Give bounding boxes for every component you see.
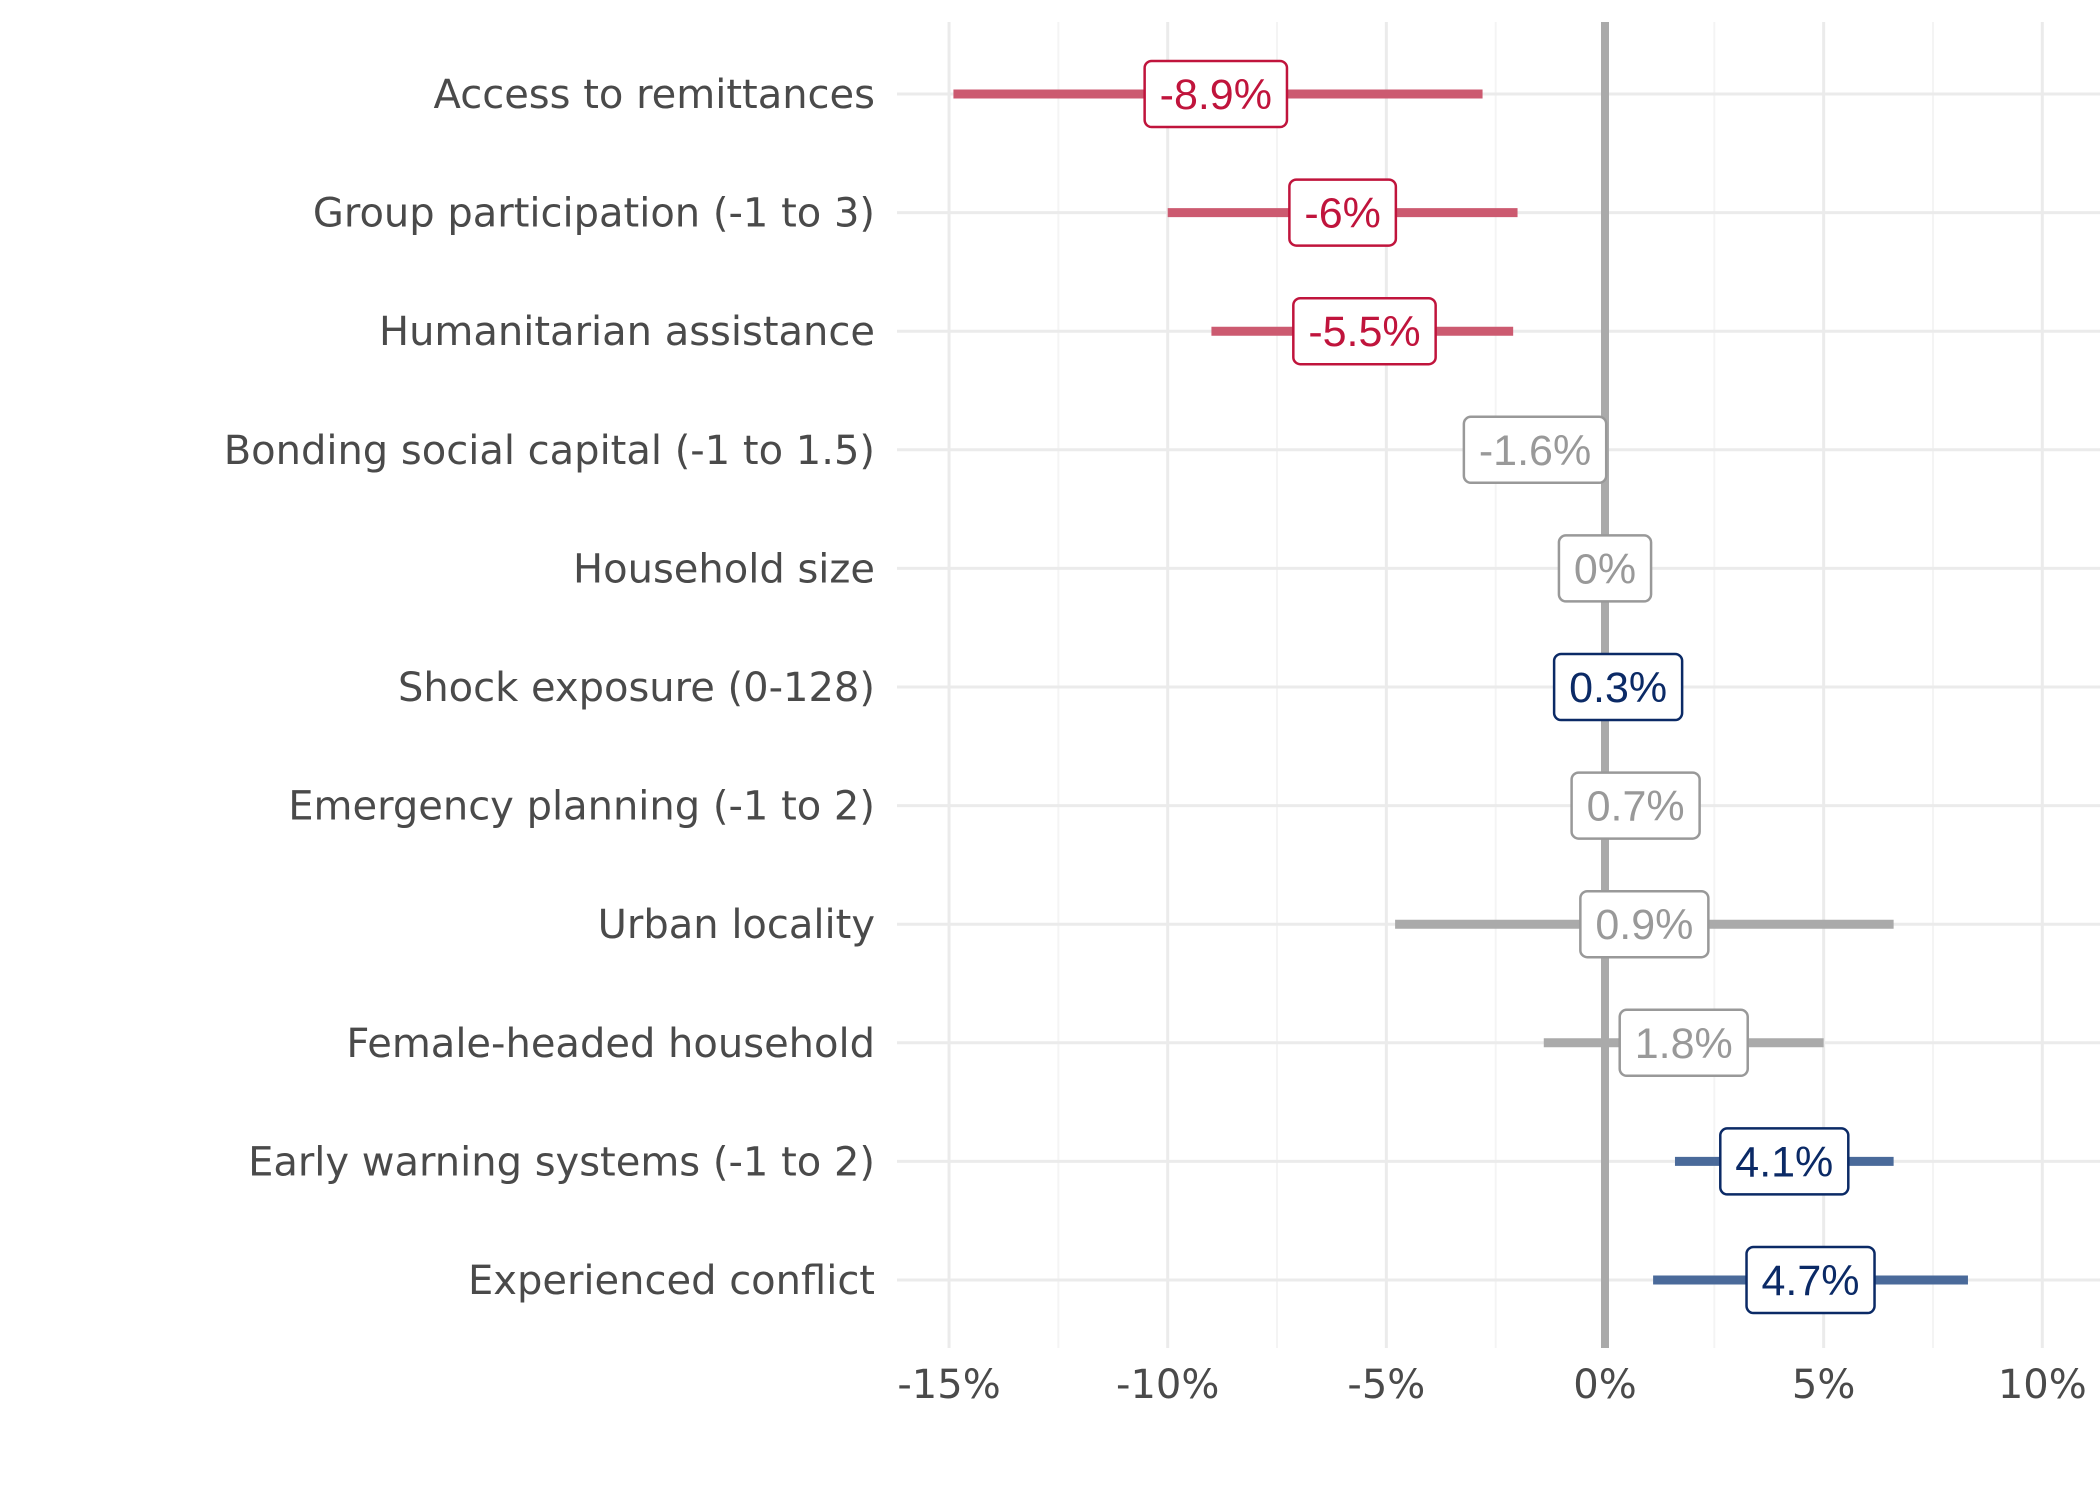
category-label: Access to remittances (434, 72, 875, 118)
estimate-label-box (1288, 178, 1398, 247)
estimate-label: -6% (1304, 190, 1380, 238)
estimate-label: 0.7% (1587, 783, 1685, 831)
x-tick-label: 5% (1792, 1362, 1855, 1408)
estimate-label: 1.8% (1635, 1020, 1733, 1068)
category-labels-layer: Access to remittances Group participation… (224, 72, 875, 1304)
estimate-label-box (1292, 296, 1437, 366)
estimate-labels-layer: -8.9% -6% -5.5% -1.6% 0% 0.3% 0.7% 0.9% 1.8% 4.1%… (1143, 59, 1876, 1315)
category-label: Household size (573, 546, 875, 592)
estimate-label: 0% (1574, 545, 1636, 593)
estimate-label-box (1618, 1008, 1749, 1078)
category-label: Female-headed household (346, 1021, 875, 1067)
estimate-label: 4.1% (1735, 1138, 1833, 1186)
estimate-label-box (1745, 1245, 1876, 1315)
estimate-label: 0.9% (1595, 901, 1693, 949)
estimate-label-box (1719, 1127, 1850, 1196)
estimate-label-box (1557, 534, 1653, 603)
estimate-label: 4.7% (1762, 1257, 1860, 1305)
x-tick-label: 10% (1998, 1362, 2087, 1408)
estimate-label-box (1462, 415, 1608, 485)
category-label: Bonding social capital (-1 to 1.5) (224, 428, 875, 474)
category-label: Shock exposure (0-128) (398, 665, 875, 711)
estimate-label: -5.5% (1308, 308, 1420, 356)
estimate-label-box (1570, 771, 1701, 840)
category-label: Emergency planning (-1 to 2) (288, 784, 875, 830)
estimate-label: 0.3% (1569, 664, 1667, 712)
estimate-label-box (1143, 59, 1289, 129)
x-axis-ticks-layer: -15% -10% -5% 0% 5% 10% (897, 1362, 2086, 1408)
category-label: Experienced conflict (468, 1258, 875, 1304)
x-tick-label: -10% (1116, 1362, 1219, 1408)
estimate-label-box (1579, 889, 1710, 959)
estimate-label: -8.9% (1160, 71, 1272, 119)
estimate-label: -1.6% (1479, 427, 1591, 475)
x-tick-label: -15% (897, 1362, 1000, 1408)
estimate-label-box (1552, 652, 1684, 722)
category-label: Urban locality (598, 902, 875, 948)
grid-layer (897, 22, 2100, 1348)
x-tick-label: 0% (1573, 1362, 1636, 1408)
x-tick-label: -5% (1347, 1362, 1425, 1408)
category-label: Humanitarian assistance (379, 309, 875, 355)
category-label: Group participation (-1 to 3) (313, 191, 875, 237)
category-label: Early warning systems (-1 to 2) (248, 1139, 875, 1185)
